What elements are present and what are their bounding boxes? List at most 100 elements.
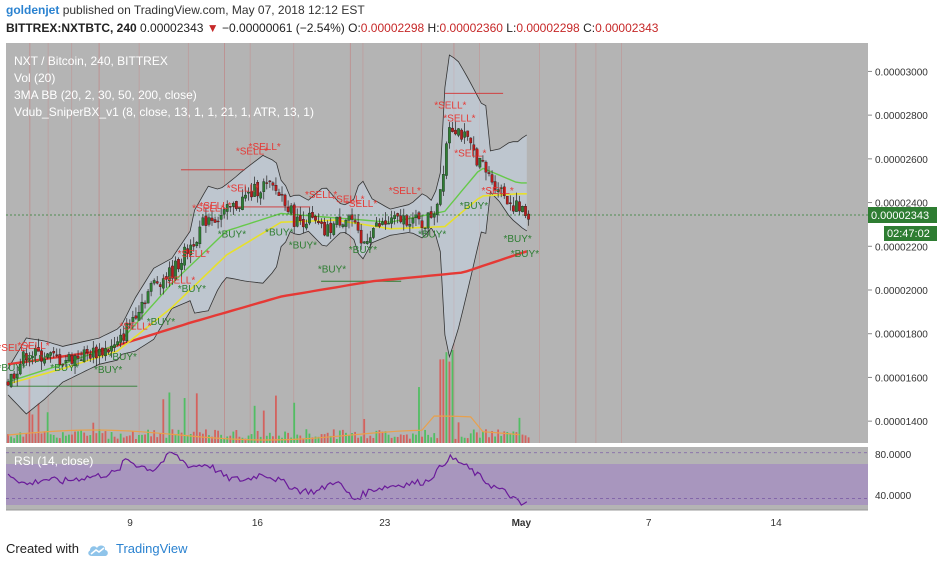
- bollinger-bands: [7, 54, 528, 415]
- volume-bar: [40, 433, 43, 443]
- volume-bar: [454, 438, 457, 443]
- volume-bar: [19, 432, 22, 443]
- candle-body: [31, 356, 34, 358]
- candle-body: [390, 217, 393, 224]
- volume-bar: [86, 435, 89, 443]
- candle-body: [37, 347, 40, 352]
- volume-bar: [214, 429, 216, 443]
- volume-bar: [351, 433, 353, 443]
- open-value: 0.00002298: [360, 21, 425, 35]
- candle-body: [268, 180, 272, 183]
- volume-bar: [125, 436, 128, 443]
- volume-bar: [186, 435, 189, 443]
- volume-bar: [226, 436, 229, 443]
- volume-bar: [512, 431, 515, 443]
- candle-body: [362, 241, 366, 244]
- candle-body: [484, 161, 488, 173]
- volume-bar: [387, 434, 390, 443]
- volume-bar: [162, 399, 165, 443]
- candle-body: [222, 209, 226, 215]
- chart-svg[interactable]: *SELL**SELL**SELL**SELL**SELL**SELL**SEL…: [0, 40, 943, 536]
- price-pane[interactable]: [6, 43, 868, 443]
- candle-body: [207, 217, 211, 225]
- volume-bar: [527, 437, 530, 443]
- volume-bar: [363, 418, 366, 443]
- candle-body: [140, 301, 144, 314]
- candle-body: [161, 278, 165, 289]
- candle-body: [247, 191, 250, 194]
- volume-bar: [177, 429, 180, 443]
- candle-body: [283, 194, 287, 206]
- rsi-band: [6, 464, 868, 505]
- candle-body: [469, 137, 473, 144]
- volume-bar: [518, 417, 521, 443]
- candle-body: [101, 347, 104, 356]
- legend-volume: Vol (20): [14, 71, 55, 85]
- candle-body: [168, 267, 171, 282]
- time-axis[interactable]: 9 16 23 May 7 14: [6, 509, 868, 529]
- candle-body: [518, 201, 521, 212]
- buy-signal: *BUY*: [418, 230, 446, 241]
- legend-title: NXT / Bitcoin, 240, BITTREX: [14, 54, 168, 68]
- candle-body: [274, 185, 278, 191]
- volume-bar: [448, 361, 451, 443]
- candle-body: [280, 194, 284, 196]
- volume-bar: [463, 437, 466, 443]
- candle-body: [113, 344, 116, 348]
- candle-body: [344, 220, 348, 227]
- candle-body: [183, 246, 186, 266]
- price-tag: [868, 207, 937, 223]
- buy-signal: *BUY*: [265, 227, 293, 238]
- volume-bar: [275, 395, 277, 443]
- volume-bar: [192, 431, 195, 443]
- candle-body: [146, 291, 150, 304]
- volume-ma-line: [8, 415, 520, 441]
- sell-signal: *SELL*: [434, 101, 466, 112]
- volume-bar: [116, 438, 119, 443]
- volume-bar: [509, 433, 512, 443]
- volume-bar: [77, 431, 79, 443]
- volume-bar: [80, 429, 83, 443]
- ma-line-ma50: [7, 193, 527, 385]
- volume-bar: [281, 437, 283, 443]
- volume-bar: [74, 431, 76, 443]
- volume-bar: [150, 436, 153, 443]
- volume-bar: [442, 359, 445, 443]
- candle-body: [149, 283, 153, 292]
- candle-body: [524, 206, 527, 216]
- volume-bar: [131, 431, 134, 443]
- volume-bar: [49, 434, 52, 443]
- buy-signal: *BUY*: [318, 265, 346, 276]
- tradingview-cloud-icon[interactable]: [87, 543, 109, 557]
- publisher-name[interactable]: goldenjet: [6, 3, 60, 17]
- candle-body: [359, 229, 363, 244]
- tradingview-link[interactable]: TradingView: [116, 541, 188, 556]
- candle-body: [61, 364, 65, 366]
- candle-body: [134, 315, 138, 319]
- volume-bar: [329, 435, 332, 443]
- buy-signal: *BUY*: [503, 234, 531, 245]
- volume-bar: [25, 433, 28, 443]
- volume-bar: [153, 430, 156, 443]
- candle-body: [88, 354, 92, 359]
- volume-bar: [64, 435, 67, 443]
- volume-bar: [457, 422, 460, 443]
- price-axis-label: 0.00001800: [875, 330, 928, 341]
- volume-bar: [366, 438, 369, 443]
- candle-body: [228, 206, 232, 208]
- bollinger-lower: [7, 190, 528, 415]
- volume-bar: [305, 429, 308, 443]
- volume-bar: [354, 431, 356, 443]
- candle-body: [277, 192, 281, 196]
- time-axis-label: May: [512, 518, 532, 529]
- volume-bar: [396, 436, 399, 443]
- chart-area[interactable]: *SELL* *SELL* *SELL* *SELL* *SELL* *SELL* *SEL…: [0, 40, 943, 536]
- price-axis[interactable]: 0.00003000 0.00002800 0.00002600 0.00002400…: [868, 67, 928, 428]
- rsi-path: [7, 451, 528, 506]
- price-axis-label: 0.00002400: [875, 199, 928, 210]
- candle-body: [241, 196, 244, 210]
- candle-body: [399, 215, 403, 223]
- symbol-label: BITTREX:NXTBTC, 240: [6, 21, 137, 35]
- volume-bar: [338, 430, 341, 443]
- candle-body: [67, 354, 71, 362]
